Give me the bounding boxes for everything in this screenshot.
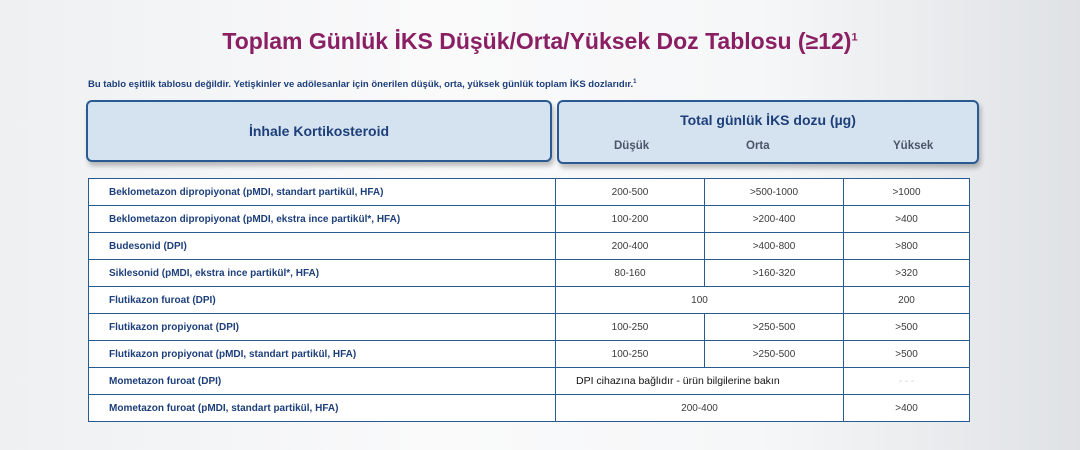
- title-footnote: 1: [851, 31, 858, 44]
- dose-low: 100-250: [555, 313, 705, 341]
- drug-name: Budesonid (DPI): [88, 232, 556, 260]
- header-mid: Orta: [746, 140, 770, 152]
- page-title: Toplam Günlük İKS Düşük/Orta/Yüksek Doz …: [0, 28, 1080, 55]
- dose-high: >400: [843, 394, 970, 422]
- table-row: Beklometazon dipropiyonat (pMDI, standar…: [88, 178, 970, 206]
- dose-low-mid: 200-400: [555, 394, 844, 422]
- drug-name: Flutikazon propiyonat (pMDI, standart pa…: [88, 340, 556, 368]
- dose-mid: >160-320: [704, 259, 844, 287]
- dose-high: >500: [843, 313, 970, 341]
- drug-name: Flutikazon propiyonat (DPI): [88, 313, 556, 341]
- table-row: Flutikazon propiyonat (DPI) 100-250 >250-5…: [88, 313, 970, 341]
- dose-high: >320: [843, 259, 970, 287]
- dose-high: >400: [843, 205, 970, 233]
- drug-name: Flutikazon furoat (DPI): [88, 286, 556, 314]
- table-row: Siklesonid (pMDI, ekstra ince partikül*,…: [88, 259, 970, 287]
- drug-name: Siklesonid (pMDI, ekstra ince partikül*,…: [88, 259, 556, 287]
- table-row: Flutikazon furoat (DPI) 100 200: [88, 286, 970, 314]
- dose-high: - - -: [843, 367, 970, 395]
- dose-high: >500: [843, 340, 970, 368]
- table-row: Mometazon furoat (pMDI, standart partikü…: [88, 394, 970, 422]
- dose-mid: >200-400: [704, 205, 844, 233]
- header-inhaled-corticosteroid: İnhale Kortikosteroid: [86, 100, 552, 162]
- dose-high: >800: [843, 232, 970, 260]
- dose-table: Beklometazon dipropiyonat (pMDI, standar…: [88, 178, 970, 422]
- drug-name: Beklometazon dipropiyonat (pMDI, standar…: [88, 178, 556, 206]
- dose-mid: >250-500: [704, 313, 844, 341]
- table-row: Mometazon furoat (DPI) DPI cihazına bağlı…: [88, 367, 970, 395]
- header-high: Yüksek: [893, 140, 934, 152]
- dose-mid: >400-800: [704, 232, 844, 260]
- title-text: Toplam Günlük İKS Düşük/Orta/Yüksek Doz …: [222, 28, 852, 54]
- dose-low-mid: DPI cihazına bağlıdır - ürün bilgilerine…: [555, 367, 844, 395]
- table-row: Beklometazon dipropiyonat (pMDI, ekstra …: [88, 205, 970, 233]
- dose-mid: >500-1000: [704, 178, 844, 206]
- drug-name: Mometazon furoat (pMDI, standart partikü…: [88, 394, 556, 422]
- note-text: Bu tablo eşitlik tablosu değildir. Yetiş…: [88, 79, 634, 91]
- note-footnote: 1: [633, 79, 637, 85]
- dose-mid: >250-500: [704, 340, 844, 368]
- dose-low: 80-160: [555, 259, 705, 287]
- dose-low: 200-400: [555, 232, 705, 260]
- header-daily-dose: Total günlük İKS dozu (µg) Düşük Orta Yü…: [557, 100, 979, 164]
- dose-low: 100-200: [555, 205, 705, 233]
- header-left-label: İnhale Kortikosteroid: [248, 123, 390, 139]
- dose-high: >1000: [843, 178, 970, 206]
- drug-name: Beklometazon dipropiyonat (pMDI, ekstra …: [88, 205, 556, 233]
- table-row: Budesonid (DPI) 200-400 >400-800 >800: [88, 232, 970, 260]
- header-low: Düşük: [614, 140, 650, 152]
- dose-low: 200-500: [555, 178, 705, 206]
- dose-low-mid: 100: [555, 286, 844, 314]
- dose-low: 100-250: [555, 340, 705, 368]
- drug-name: Mometazon furoat (DPI): [88, 367, 556, 395]
- table-row: Flutikazon propiyonat (pMDI, standart pa…: [88, 340, 970, 368]
- header-right-label: Total günlük İKS dozu (µg): [680, 112, 856, 128]
- table-note: Bu tablo eşitlik tablosu değildir. Yetiş…: [88, 79, 637, 90]
- dose-high: 200: [843, 286, 970, 314]
